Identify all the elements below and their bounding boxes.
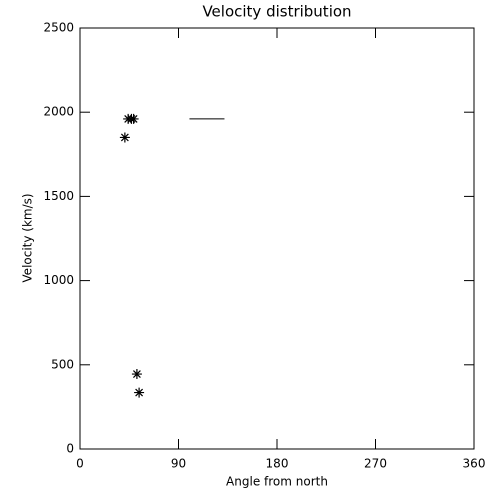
x-tick-label: 180	[266, 457, 289, 471]
x-tick-label: 0	[76, 457, 84, 471]
y-axis-label: Velocity (km/s)	[21, 193, 35, 282]
point	[134, 387, 145, 398]
y-tick-label: 2500	[43, 21, 74, 35]
y-tick-label: 2000	[43, 105, 74, 119]
plot-frame	[79, 27, 475, 450]
y-tick-label: 1000	[43, 273, 74, 287]
point	[128, 113, 139, 124]
point	[119, 132, 130, 143]
chart-title: Velocity distribution	[202, 3, 351, 21]
point	[131, 369, 142, 380]
y-tick-label: 0	[66, 442, 74, 456]
x-axis-label: Angle from north	[226, 475, 328, 489]
x-tick-label: 90	[171, 457, 186, 471]
x-tick-label: 270	[364, 457, 387, 471]
y-tick-label: 500	[51, 357, 74, 371]
x-tick-label: 360	[463, 457, 486, 471]
y-tick-label: 1500	[43, 189, 74, 203]
